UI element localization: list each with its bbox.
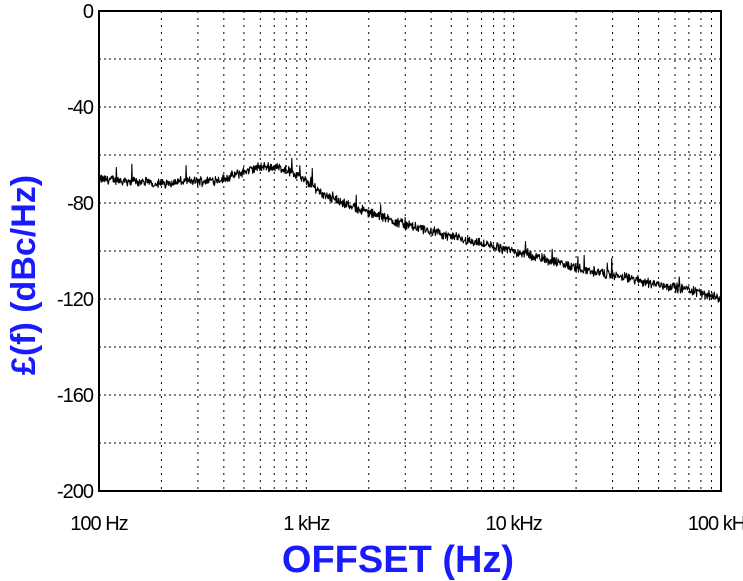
y-tick-label: -160 — [57, 385, 94, 407]
y-tick-labels: 0 -40 -80 -120 -160 -200 — [57, 1, 95, 503]
y-tick-label: -120 — [57, 289, 94, 311]
y-axis-title: £(f) (dBc/Hz) — [5, 175, 43, 375]
y-tick-label: -200 — [57, 481, 94, 503]
y-tick-label: -40 — [67, 97, 94, 119]
phase-noise-trace — [98, 157, 722, 303]
plot-frame — [98, 10, 722, 492]
x-tick-labels: 100 Hz 1 kHz 10 kHz 100 kHz — [70, 513, 743, 535]
x-tick-label: 100 Hz — [70, 513, 127, 535]
y-tick-label: 0 — [83, 1, 94, 23]
x-tick-label: 1 kHz — [283, 513, 329, 535]
x-tick-label: 10 kHz — [486, 513, 542, 535]
y-tick-label: -80 — [67, 193, 94, 215]
x-axis-title: OFFSET (Hz) — [282, 539, 514, 581]
x-tick-label: 100 kHz — [688, 513, 743, 535]
grid — [99, 11, 721, 491]
